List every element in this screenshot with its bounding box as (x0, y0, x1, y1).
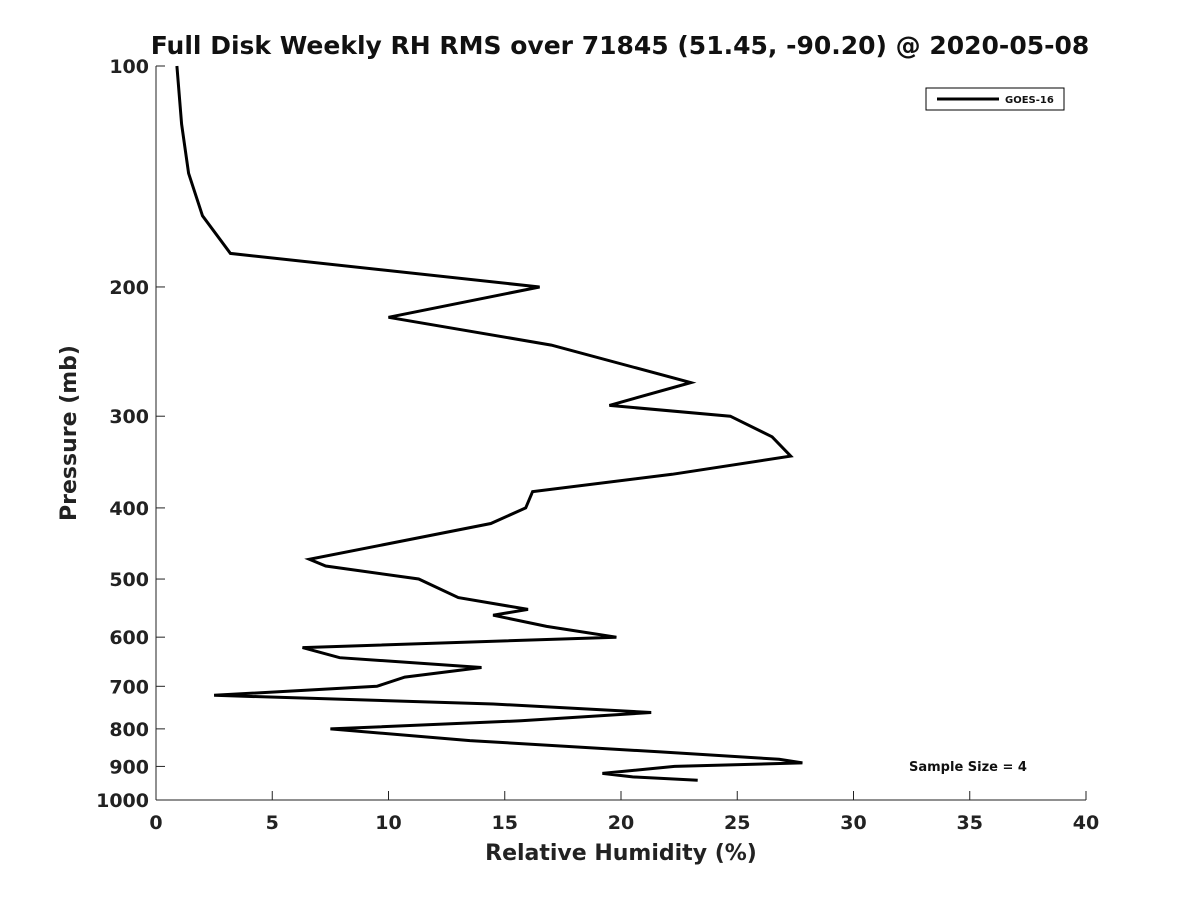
x-tick-label: 40 (1073, 812, 1099, 834)
x-tick-label: 5 (266, 812, 279, 834)
y-tick-label: 700 (109, 676, 149, 698)
y-tick-label: 1000 (96, 790, 149, 812)
legend: GOES-16 (925, 87, 1065, 111)
y-tick-label: 200 (109, 277, 149, 299)
series-group (175, 65, 803, 782)
x-tick-label: 10 (375, 812, 401, 834)
y-tick-label: 600 (109, 627, 149, 649)
series-line-goes16 (175, 65, 803, 782)
x-axis-label: Relative Humidity (%) (485, 841, 757, 866)
x-tick-label: 25 (724, 812, 750, 834)
y-tick-label: 400 (109, 498, 149, 520)
x-tick-label: 20 (608, 812, 634, 834)
chart-title: Full Disk Weekly RH RMS over 71845 (51.4… (151, 31, 1090, 60)
legend-label-goes16: GOES-16 (1005, 95, 1054, 106)
x-tick-label: 30 (840, 812, 866, 834)
y-tick-label: 100 (109, 56, 149, 78)
y-axis-ticks: 100 200 300 400 500 600 700 800 900 1000 (96, 56, 165, 812)
x-tick-label: 35 (957, 812, 983, 834)
x-tick-label: 0 (149, 812, 162, 834)
y-tick-label: 300 (109, 406, 149, 428)
x-axis-ticks: 0 5 10 15 20 25 30 35 40 (149, 791, 1099, 834)
y-tick-label: 900 (109, 756, 149, 778)
x-tick-label: 15 (492, 812, 518, 834)
y-tick-label: 800 (109, 719, 149, 741)
y-tick-label: 500 (109, 569, 149, 591)
y-axis-label: Pressure (mb) (57, 345, 82, 521)
sample-size-annotation: Sample Size = 4 (909, 760, 1027, 775)
